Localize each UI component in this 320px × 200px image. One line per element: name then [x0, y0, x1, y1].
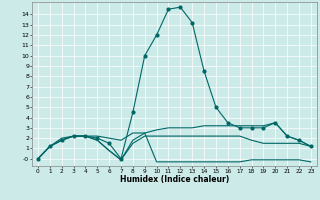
X-axis label: Humidex (Indice chaleur): Humidex (Indice chaleur)	[120, 175, 229, 184]
